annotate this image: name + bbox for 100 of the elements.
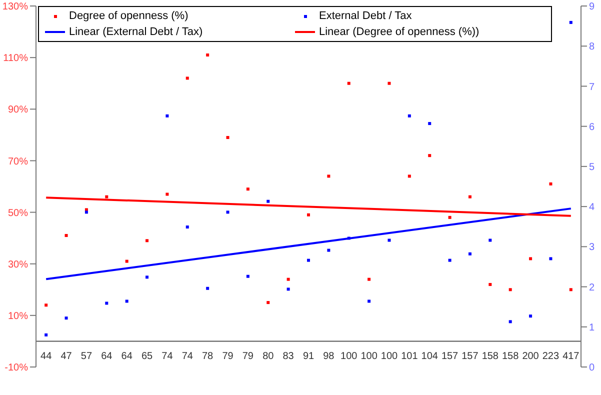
- x-tick-label: 74: [182, 351, 194, 362]
- point: [347, 236, 350, 240]
- y2-tick-label: 9: [589, 2, 595, 13]
- y-tick-label: 10%: [8, 310, 28, 322]
- point: [286, 288, 290, 291]
- point: [549, 182, 552, 186]
- y-tick-label: 30%: [8, 259, 28, 270]
- point: [569, 20, 572, 24]
- point: [186, 226, 189, 229]
- x-tick-label: 200: [522, 351, 540, 362]
- point: [206, 286, 210, 290]
- x-tick-label: 417: [562, 351, 580, 362]
- y-tick-label: -10%: [4, 362, 28, 374]
- y2-tick-label: 2: [589, 282, 595, 294]
- y2-tick-label: 1: [589, 322, 595, 334]
- point: [508, 320, 512, 324]
- x-tick-label: 100: [340, 351, 358, 362]
- y2-tick-label: 6: [589, 122, 595, 133]
- point: [307, 258, 310, 262]
- y2-tick-label: 5: [589, 162, 595, 173]
- point: [549, 257, 552, 260]
- point: [508, 288, 512, 292]
- x-tick-label: 158: [502, 351, 520, 362]
- x-tick-label: 74: [162, 351, 174, 362]
- y2-tick-label: 0: [589, 362, 595, 374]
- x-tick-label: 57: [80, 351, 92, 362]
- legend-label: Linear (External Debt / Tax): [69, 26, 203, 38]
- point: [105, 302, 108, 305]
- x-tick-label: 64: [101, 351, 113, 362]
- x-tick-label: 98: [323, 351, 335, 362]
- point: [448, 258, 452, 262]
- point: [307, 213, 310, 216]
- x-tick-label: 223: [542, 351, 560, 362]
- x-tick-label: 101: [401, 351, 418, 362]
- point: [266, 301, 270, 304]
- legend-label: Linear (Degree of openness (%)): [319, 26, 480, 38]
- point: [44, 304, 48, 307]
- x-tick-label: 100: [380, 351, 398, 362]
- point: [226, 210, 230, 214]
- point: [488, 282, 492, 286]
- point: [368, 278, 371, 281]
- x-tick-label: 65: [141, 351, 154, 362]
- x-tick-label: 157: [462, 351, 479, 362]
- y-tick-label: 110%: [3, 53, 28, 64]
- legend-label: External Debt / Tax: [319, 10, 412, 22]
- point: [44, 333, 48, 336]
- point: [468, 195, 472, 198]
- point: [64, 234, 68, 237]
- point: [226, 136, 230, 140]
- y2-tick-label: 3: [589, 242, 595, 254]
- point: [327, 248, 330, 252]
- point: [448, 216, 452, 219]
- point: [368, 300, 371, 303]
- y-tick-label: 90%: [8, 104, 28, 116]
- point: [246, 188, 250, 191]
- point: [529, 314, 532, 318]
- x-tick-label: 83: [282, 351, 294, 362]
- point: [266, 200, 270, 203]
- point: [166, 192, 169, 196]
- point: [246, 274, 250, 278]
- point: [428, 122, 432, 126]
- point: [388, 238, 391, 242]
- point: [64, 316, 68, 320]
- point: [388, 82, 391, 85]
- point: [428, 154, 432, 158]
- point: [408, 174, 411, 178]
- point: [206, 53, 210, 56]
- x-tick-label: 78: [202, 351, 214, 362]
- point: [529, 257, 532, 260]
- x-tick-label: 47: [60, 351, 72, 362]
- y2-tick-label: 7: [589, 82, 595, 93]
- x-tick-label: 104: [421, 351, 438, 362]
- point: [125, 260, 128, 263]
- x-tick-label: 158: [482, 351, 499, 362]
- x-tick-label: 157: [441, 351, 459, 362]
- point: [569, 288, 572, 292]
- x-tick-label: 79: [222, 351, 234, 362]
- point: [327, 174, 330, 178]
- x-tick-label: 100: [360, 351, 378, 362]
- x-tick-label: 91: [302, 351, 314, 362]
- point: [347, 82, 350, 85]
- point: [286, 278, 290, 281]
- legend-label: Degree of openness (%): [69, 10, 188, 22]
- point: [125, 300, 128, 303]
- point: [166, 114, 169, 118]
- x-tick-label: 79: [242, 351, 254, 362]
- point: [146, 239, 149, 242]
- point: [408, 114, 411, 118]
- point: [488, 238, 492, 242]
- y-tick-label: 70%: [8, 156, 28, 168]
- y2-tick-label: 4: [589, 202, 595, 214]
- point: [84, 210, 88, 214]
- point: [146, 276, 149, 279]
- y-tick-label: 130%: [2, 2, 28, 13]
- point: [105, 195, 108, 198]
- point: [186, 76, 189, 80]
- y2-tick-label: 8: [589, 42, 595, 53]
- point: [468, 252, 472, 256]
- y-tick-label: 50%: [8, 208, 28, 219]
- x-tick-label: 44: [40, 351, 52, 362]
